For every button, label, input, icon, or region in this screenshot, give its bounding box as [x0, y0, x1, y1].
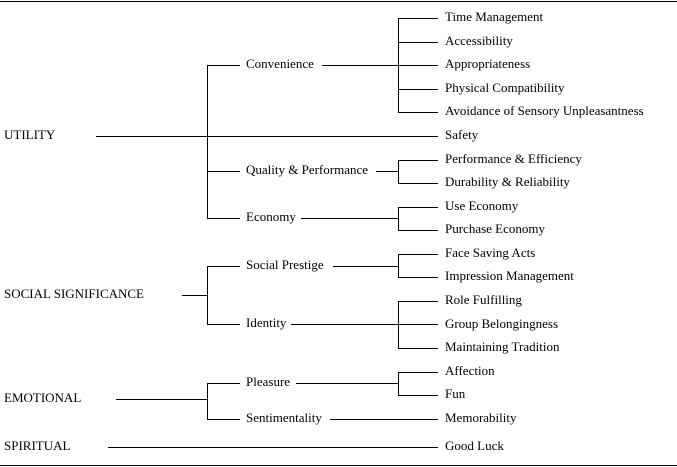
connectors — [96, 18, 438, 448]
subgroup-label: Economy — [246, 209, 296, 224]
item-label: Physical Compatibility — [445, 80, 565, 95]
category-label: UTILITY — [4, 127, 56, 142]
item-label: Accessibility — [445, 33, 513, 48]
item-label: Durability & Reliability — [445, 174, 570, 189]
item-label: Impression Management — [445, 268, 574, 283]
category-label: EMOTIONAL — [4, 390, 81, 405]
item-label: Fun — [445, 386, 466, 401]
item-label: Purchase Economy — [445, 221, 546, 236]
subgroup-label: Quality & Performance — [246, 162, 368, 177]
item-label: Good Luck — [445, 438, 504, 453]
item-label: Maintaining Tradition — [445, 339, 560, 354]
subgroup-label: Convenience — [246, 56, 314, 71]
item-label: Role Fulfilling — [445, 292, 522, 307]
item-label: Memorability — [445, 410, 517, 425]
subgroup-label: Social Prestige — [246, 257, 324, 272]
category-label: SOCIAL SIGNIFICANCE — [4, 286, 144, 301]
item-label: Time Management — [445, 9, 543, 24]
item-label: Affection — [445, 363, 495, 378]
item-label: Use Economy — [445, 198, 519, 213]
item-label: Performance & Efficiency — [445, 151, 582, 166]
item-label: Avoidance of Sensory Unpleasantness — [445, 103, 644, 118]
subgroup-label: Pleasure — [246, 374, 290, 389]
category-label: SPIRITUAL — [4, 438, 71, 453]
item-label: Safety — [445, 127, 479, 142]
subgroup-label: Sentimentality — [246, 410, 322, 425]
item-label: Appropriateness — [445, 56, 530, 71]
item-label: Group Belongingness — [445, 316, 558, 331]
subgroup-label: Identity — [246, 315, 287, 330]
item-label: Face Saving Acts — [445, 245, 535, 260]
